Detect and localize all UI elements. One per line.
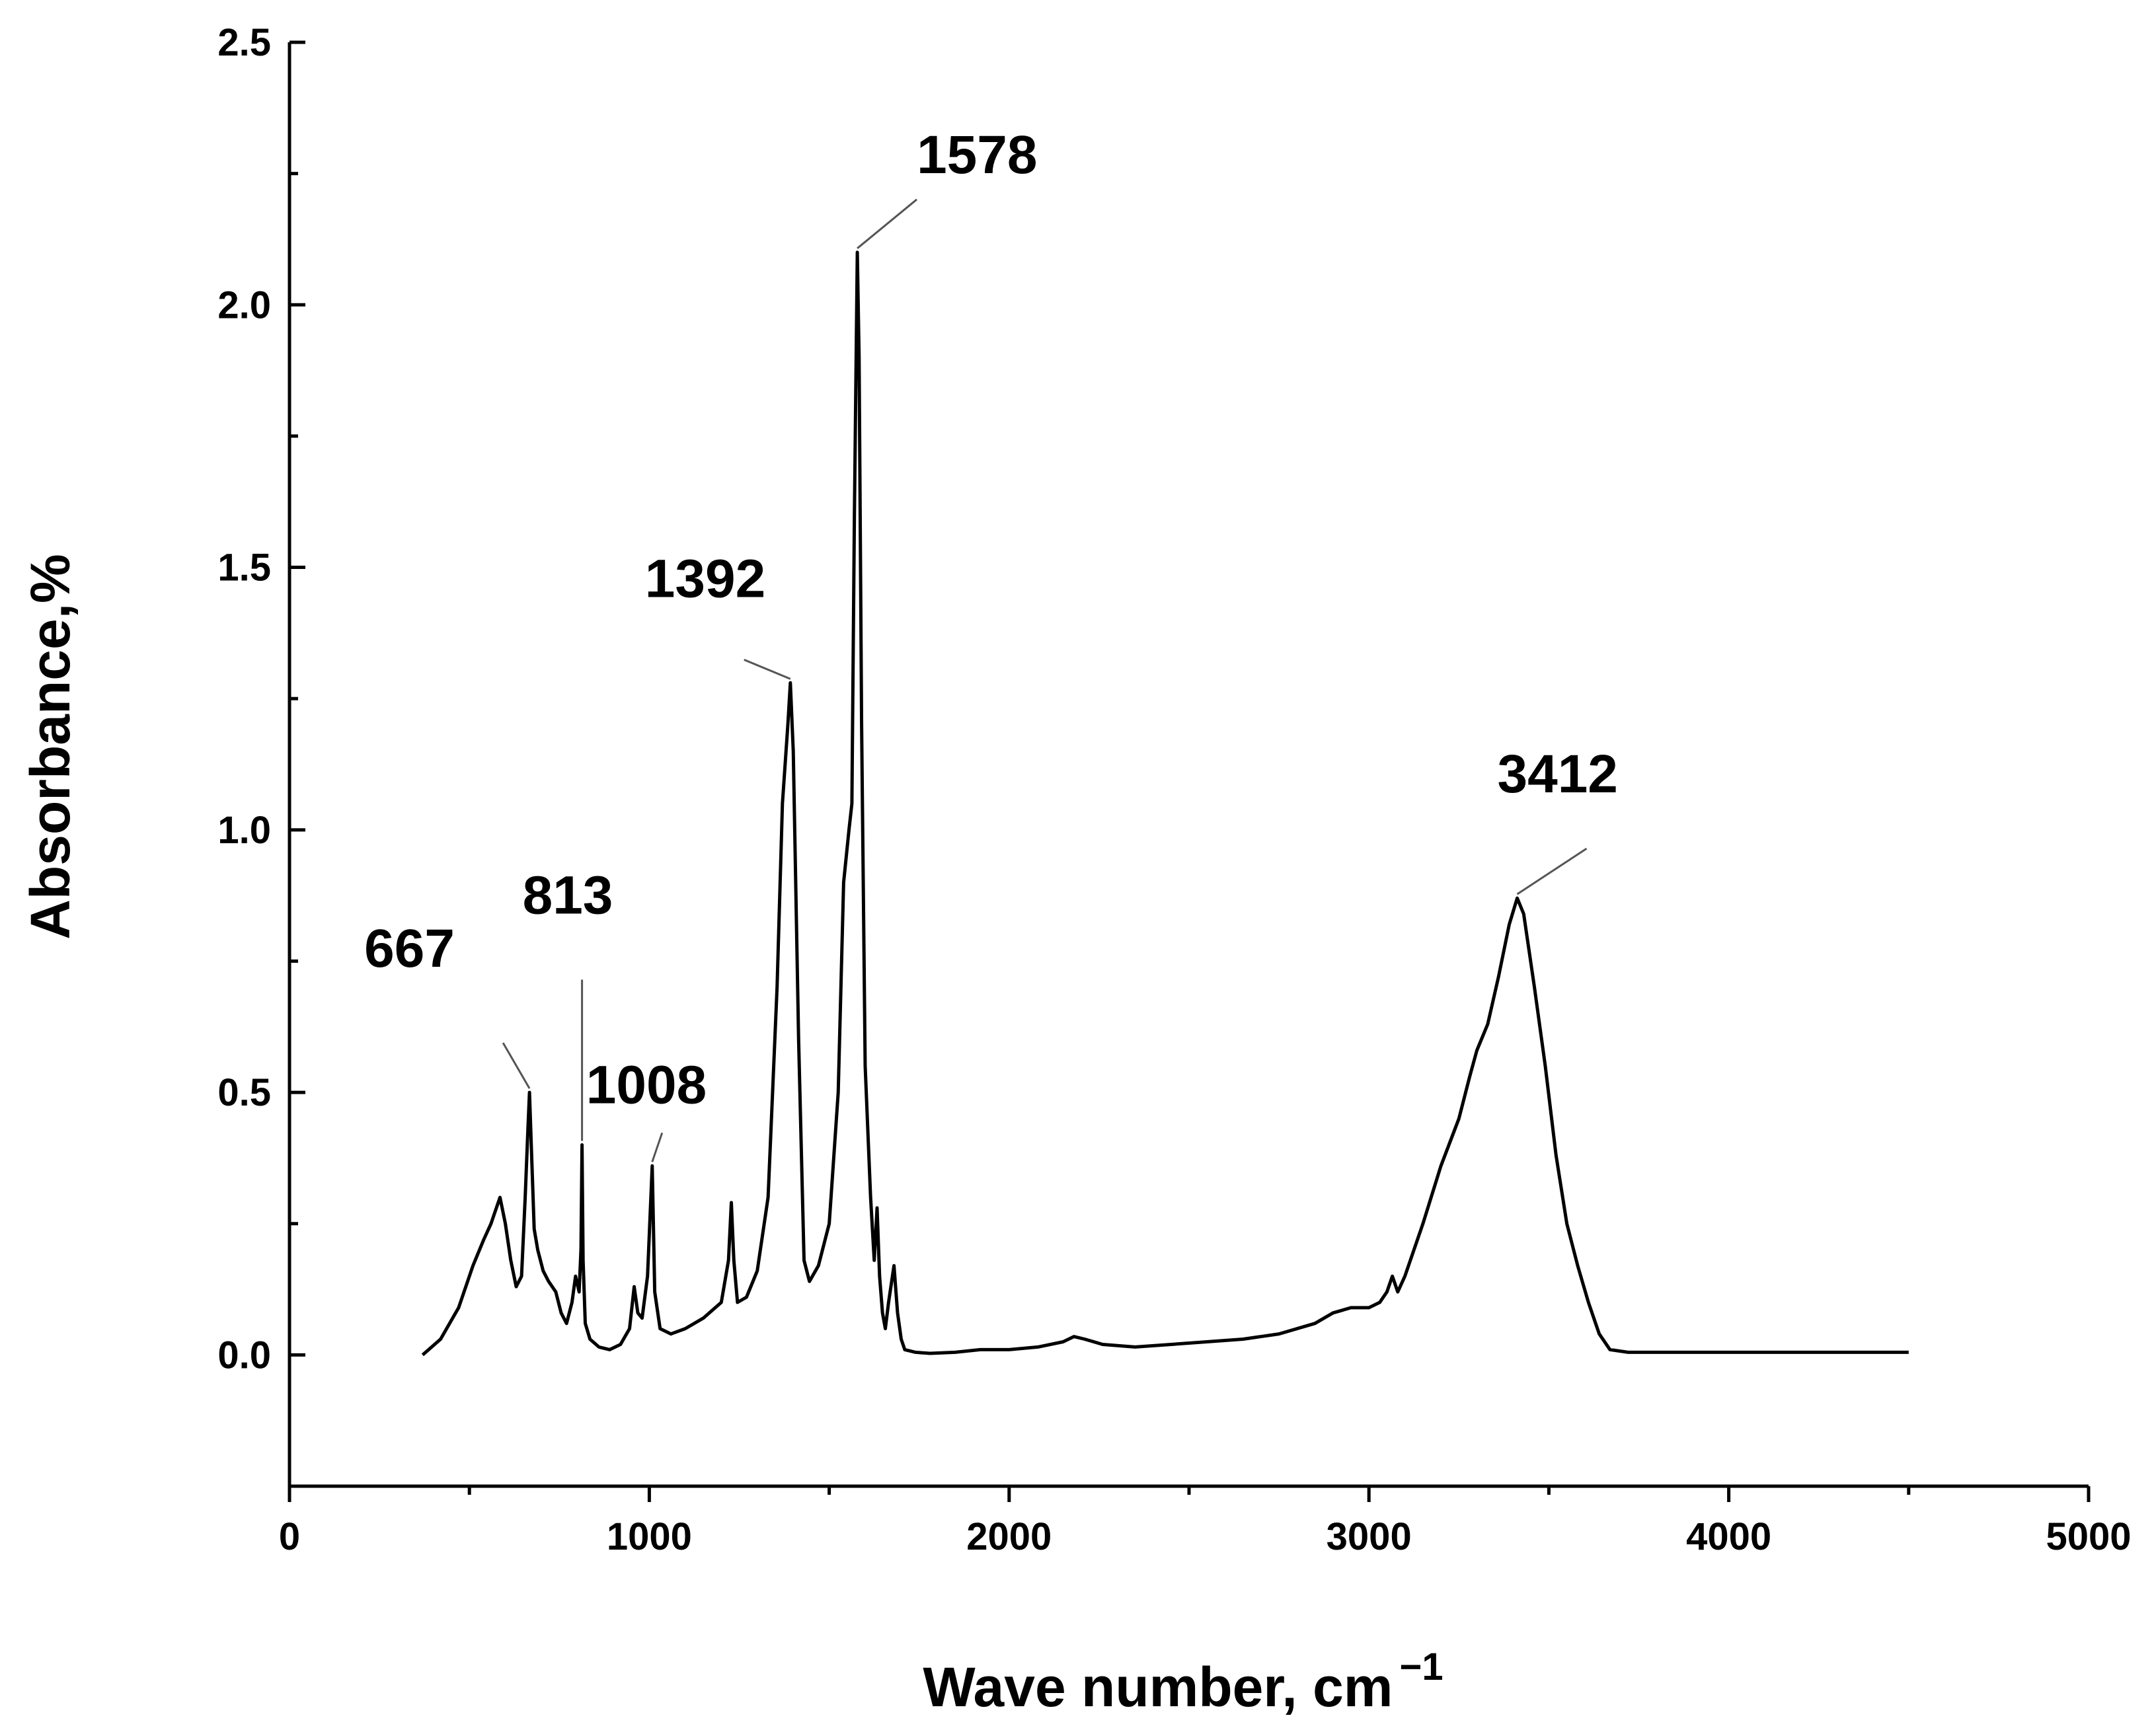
x-tick-label: 1000 xyxy=(607,1515,692,1558)
y-tick-label: 2.5 xyxy=(217,21,271,64)
peak-label-667: 667 xyxy=(364,919,455,979)
x-tick-label: 4000 xyxy=(1686,1515,1771,1558)
annotation-leader xyxy=(651,1132,664,1162)
peak-label-3412: 3412 xyxy=(1497,744,1617,804)
x-tick-label: 5000 xyxy=(2046,1515,2131,1558)
x-axis-title: Wave number, cm −1 xyxy=(923,1645,1443,1718)
spectrum-line xyxy=(421,250,1909,1357)
x-axis: 0 1000 2000 3000 4000 5000 xyxy=(279,1484,2132,1558)
x-tick-label: 3000 xyxy=(1327,1515,1412,1558)
peak-label-813: 813 xyxy=(523,866,613,926)
y-axis-title: Absorbance,% xyxy=(19,554,81,940)
x-tick-label: 0 xyxy=(279,1515,300,1558)
annotation-leader xyxy=(744,658,791,680)
annotation-leader xyxy=(857,198,918,249)
y-axis: 0.0 0.5 1.0 1.5 2.0 2.5 xyxy=(217,21,305,1488)
peak-label-1578: 1578 xyxy=(917,125,1037,185)
peak-label-1008: 1008 xyxy=(586,1055,707,1115)
y-tick-label: 2.0 xyxy=(217,283,271,326)
y-tick-label: 1.5 xyxy=(217,546,271,589)
plot-area xyxy=(421,250,1909,1357)
y-tick-label: 0.0 xyxy=(217,1334,271,1376)
peak-label-1392: 1392 xyxy=(645,548,765,609)
y-tick-label: 1.0 xyxy=(217,809,271,852)
annotation-leader xyxy=(502,1042,531,1089)
x-tick-label: 2000 xyxy=(966,1515,1052,1558)
annotation-leader xyxy=(1516,847,1588,895)
y-tick-label: 0.5 xyxy=(217,1071,271,1114)
peak-annotations: 667 813 1008 1392 1578 3412 xyxy=(364,125,1618,1162)
